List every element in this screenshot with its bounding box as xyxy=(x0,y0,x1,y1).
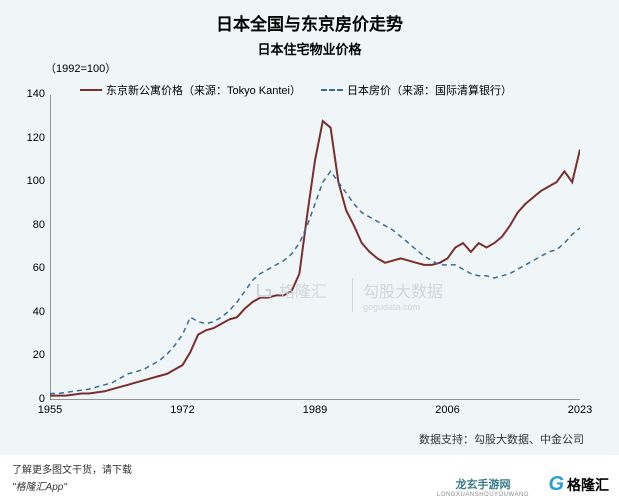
ytick-label: 80 xyxy=(15,219,45,231)
data-credit: 数据支持：勾股大数据、中金公司 xyxy=(419,431,584,447)
xtick-label: 2006 xyxy=(428,404,468,416)
watermark-gogu: 勾股大数据 gogudata.com xyxy=(352,278,443,312)
axis-note: （1992=100） xyxy=(45,60,116,76)
ytick-label: 60 xyxy=(15,262,45,274)
logo-longxuan: 龙玄手游网 LONGXUANSHOUYOUWANG xyxy=(437,476,529,498)
footer: 了解更多图文干货，请下载 "格隆汇App" 龙玄手游网 LONGXUANSHOU… xyxy=(0,455,619,500)
series-tokyo xyxy=(50,121,580,396)
footer-line1: 了解更多图文干货，请下载 xyxy=(12,461,607,476)
xtick-label: 1972 xyxy=(163,404,203,416)
g-logo-icon xyxy=(255,281,273,299)
legend-swatch-tokyo xyxy=(80,89,102,91)
watermark-gelonghui: 格隆汇 xyxy=(255,278,327,302)
ytick-label: 120 xyxy=(15,132,45,144)
ytick-label: 140 xyxy=(15,88,45,100)
logo-gelonghui: G 格隆汇 xyxy=(548,473,609,496)
xtick-label: 1955 xyxy=(30,404,70,416)
chart-title: 日本全国与东京房价走势 xyxy=(0,0,619,35)
plot-area xyxy=(50,95,580,400)
xtick-label: 1989 xyxy=(295,404,335,416)
ytick-label: 100 xyxy=(15,175,45,187)
g-logo-icon: G xyxy=(548,473,564,496)
ytick-label: 20 xyxy=(15,349,45,361)
chart-container: 日本全国与东京房价走势 日本住宅物业价格 （1992=100） 东京新公寓价格（… xyxy=(0,0,619,455)
legend-swatch-japan xyxy=(321,89,343,91)
chart-subtitle: 日本住宅物业价格 xyxy=(0,35,619,58)
xtick-label: 2023 xyxy=(560,404,600,416)
ytick-label: 40 xyxy=(15,306,45,318)
